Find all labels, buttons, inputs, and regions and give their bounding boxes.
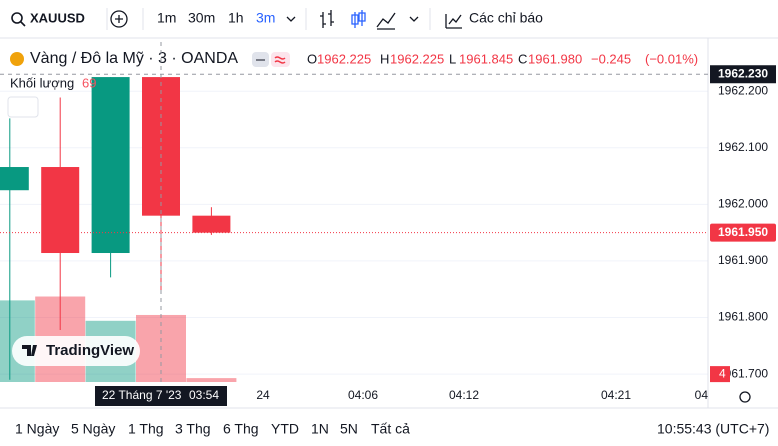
clock: 10:55:43 (UTC+7): [657, 421, 769, 437]
range-button[interactable]: 3 Thg: [175, 421, 211, 437]
crosshair-date: 22 Tháng 7 '23: [102, 388, 182, 402]
range-button[interactable]: 5 Ngày: [71, 421, 115, 437]
crosshair-price-badge: [710, 65, 776, 84]
crosshair-time: 03:54: [189, 388, 219, 402]
range-button[interactable]: 6 Thg: [223, 421, 259, 437]
volume-value: 69: [82, 75, 96, 90]
ohlc-key: O: [307, 51, 317, 66]
last-price-label: 1961.950: [718, 225, 768, 239]
range-button[interactable]: 1 Ngày: [15, 421, 59, 437]
ohlc-key: C: [518, 51, 527, 66]
range-button[interactable]: 1N: [311, 421, 329, 437]
watermark-logo: [22, 345, 37, 356]
y-tick-label: 1962.100: [718, 140, 768, 154]
ohlc-value: 1961.980: [528, 51, 582, 66]
status-icon: [274, 56, 286, 64]
status-pill: [271, 52, 290, 67]
interval-menu[interactable]: [286, 16, 296, 22]
ohlc-value: 1961.845: [459, 51, 513, 66]
candle-body: [41, 167, 80, 254]
indicators-button[interactable]: Các chỉ báo: [469, 10, 543, 26]
volume-bar: [186, 378, 237, 382]
chart-type-menu[interactable]: [409, 16, 419, 22]
ohlc-key: H: [380, 51, 389, 66]
x-tick-label: 04:21: [601, 388, 631, 402]
add-symbol[interactable]: [110, 10, 128, 28]
x-tick-label: 24: [256, 388, 270, 402]
interval-button[interactable]: 1m: [157, 10, 176, 26]
plus-icon: [115, 15, 123, 23]
range-button[interactable]: 5N: [340, 421, 358, 437]
y-tick-label: 1961.900: [718, 253, 768, 267]
symbol[interactable]: XAUUSD: [30, 10, 85, 25]
interval-button[interactable]: 30m: [188, 10, 215, 26]
y-tick-label: 1961.700: [718, 366, 768, 380]
ohlc-value: 1962.225: [317, 51, 371, 66]
candle-body: [192, 215, 231, 233]
search-icon[interactable]: [11, 12, 23, 24]
ohlc-value: 1962.225: [390, 51, 444, 66]
ohlc-key: L: [449, 51, 456, 66]
bars-icon[interactable]: [320, 10, 334, 28]
interval-button[interactable]: 3m: [256, 10, 275, 26]
indicators-icon[interactable]: [445, 14, 462, 29]
watermark-bg: [12, 336, 140, 366]
last-price-badge: [710, 223, 776, 242]
crosshair-price: 1962.230: [718, 66, 768, 80]
candle-body: [91, 77, 130, 254]
candle-body: [0, 167, 29, 191]
search-icon: [20, 21, 26, 27]
x-tick-label: 04:06: [348, 388, 378, 402]
range-button[interactable]: Tất cả: [371, 421, 410, 437]
y-tick-label: 1961.800: [718, 310, 768, 324]
volume-title: Khối lượng: [10, 75, 74, 90]
crosshair-time-badge: [95, 386, 227, 406]
y-tick-label: 1962.000: [718, 197, 768, 211]
change: −0.245: [591, 51, 631, 66]
interval-button[interactable]: 1h: [228, 10, 244, 26]
watermark: TradingView: [46, 342, 134, 359]
symbol-logo: [10, 52, 24, 66]
y-tick-label: 1962.200: [718, 83, 768, 97]
volume-badge: [710, 366, 730, 383]
range-button[interactable]: YTD: [271, 421, 299, 437]
x-tick-label: 04: [695, 388, 709, 402]
change-pct: (−0.01%): [645, 51, 698, 66]
candles-icon[interactable]: [351, 10, 366, 28]
legend-box: [7, 96, 39, 118]
range-button[interactable]: 1 Thg: [128, 421, 164, 437]
settings-icon[interactable]: [739, 391, 751, 403]
x-tick-label: 04:12: [449, 388, 479, 402]
area-icon[interactable]: [376, 12, 396, 30]
legend-title: Vàng / Đô la Mỹ · 3 · OANDA: [30, 50, 238, 67]
volume-badge-label: 4: [719, 366, 726, 380]
